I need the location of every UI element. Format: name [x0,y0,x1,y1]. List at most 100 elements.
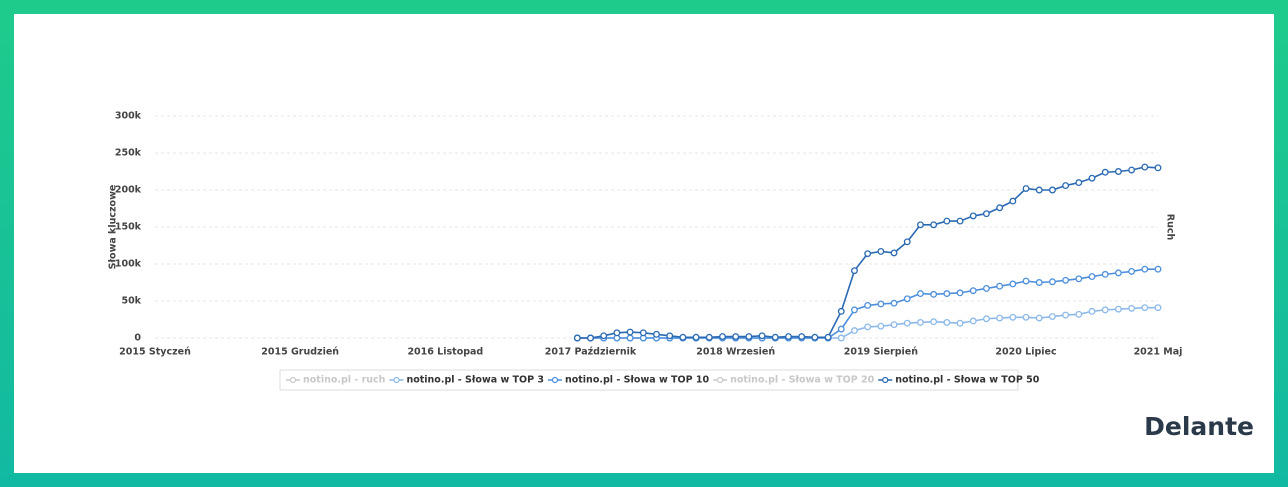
data-point [1009,280,1017,288]
legend-entry[interactable]: notino.pl - Słowa w TOP 50 [895,375,1040,386]
data-point [903,295,911,303]
data-point [837,325,845,333]
data-point [916,290,924,298]
data-point [1009,197,1017,205]
data-point [903,238,911,246]
data-point [1154,164,1162,172]
legend-entry[interactable]: notino.pl - Słowa w TOP 10 [565,375,710,386]
data-point [930,221,938,229]
data-point [930,318,938,326]
data-point [613,329,621,337]
data-point [1114,305,1122,313]
data-point [969,287,977,295]
y-tick-label: 200k [115,185,142,196]
data-point [1022,185,1030,192]
data-point [851,267,858,275]
data-point [639,329,647,337]
data-point [692,333,700,341]
data-point [732,333,740,340]
data-point [943,319,951,326]
legend-entry[interactable]: notino.pl - Słowa w TOP 20 [730,375,875,386]
data-point [890,299,898,307]
y-tick-label: 300k [115,111,142,122]
data-point [1062,182,1070,190]
data-point [943,217,951,225]
y-tick-label: 250k [115,148,142,159]
data-point [916,221,924,229]
data-point [798,333,806,340]
data-point [1141,163,1149,171]
data-point [719,333,726,340]
data-point [1101,270,1109,278]
legend-entry[interactable]: notino.pl - Słowa w TOP 3 [406,375,544,386]
legend-symbol [393,376,400,384]
data-point [1035,186,1043,194]
x-tick-label: 2015 Styczeń [119,347,191,358]
y-tick-label: 100k [115,259,142,270]
legend-symbol [716,376,724,384]
data-point [956,319,964,327]
legend-entry[interactable]: notino.pl - ruch [303,375,386,386]
data-point [1154,304,1162,312]
data-point [573,334,581,342]
data-point [837,334,845,342]
data-point [771,333,779,341]
y-axis-title: Słowa kluczowe [108,185,119,270]
data-point [982,284,990,292]
data-point [996,282,1004,290]
data-point [626,334,634,342]
y-tick-label: 50k [121,296,141,307]
data-point [864,301,872,309]
data-point [1141,265,1149,273]
data-point [1075,310,1083,318]
data-point [758,332,766,340]
data-point [1048,278,1056,286]
data-point [1088,273,1096,281]
data-point [1048,186,1056,194]
data-point [1035,314,1043,322]
data-point [653,330,660,338]
data-point [969,212,977,220]
data-point [903,319,911,327]
data-point [877,300,885,308]
data-point [943,290,951,298]
legend-box [279,369,1019,391]
data-point [1075,275,1083,283]
data-point [1009,313,1017,321]
data-point [1062,276,1070,284]
data-point [956,289,964,297]
data-point [1088,307,1096,315]
data-point [877,322,885,330]
data-point [851,306,858,314]
data-point [930,290,938,298]
data-point [1114,269,1122,277]
data-point [1154,265,1162,273]
data-point [1114,168,1122,175]
x-tick-label: 2015 Grudzień [261,347,339,358]
data-point [864,250,872,258]
data-point [837,307,845,315]
panel [14,14,1274,473]
data-point [1128,166,1136,174]
data-point [864,323,872,331]
data-point [679,333,687,341]
data-point [1075,179,1083,187]
data-point [890,321,898,329]
x-tick-label: 2019 Sierpień [844,347,918,358]
data-point [705,333,713,341]
data-point [626,328,634,336]
data-point [1035,279,1043,286]
y-tick-label: 0 [134,333,141,344]
data-point [916,319,924,326]
data-point [1048,313,1056,320]
data-point [956,217,964,225]
data-point [969,317,977,325]
legend-symbol [289,376,297,384]
data-point [824,333,832,341]
data-point [811,333,819,341]
data-point [745,333,753,340]
data-point [982,315,990,323]
data-point [1088,174,1096,182]
x-tick-label: 2021 Maj [1134,347,1183,358]
